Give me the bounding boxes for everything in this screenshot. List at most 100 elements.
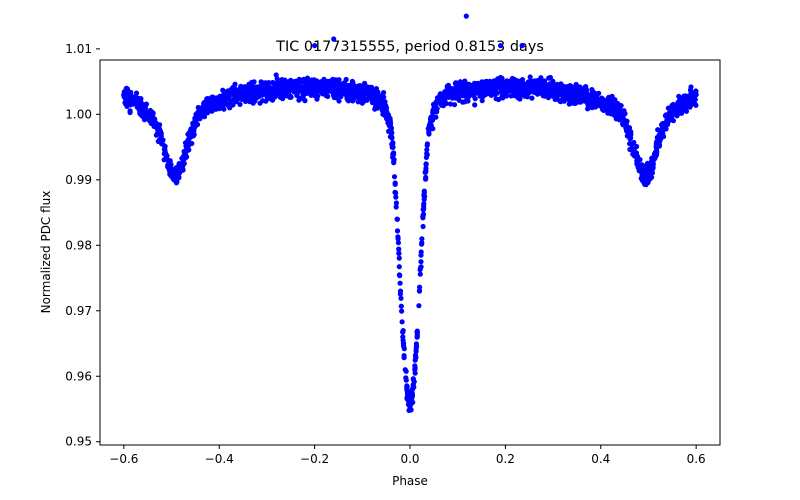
data-point	[133, 90, 140, 96]
data-point	[401, 355, 407, 361]
data-point	[569, 88, 575, 94]
data-point	[157, 122, 163, 128]
data-point	[300, 91, 306, 98]
data-point	[280, 92, 286, 98]
data-point	[225, 103, 231, 109]
data-point	[393, 200, 399, 206]
data-point	[312, 85, 318, 91]
data-point	[499, 79, 505, 85]
data-point	[247, 85, 253, 91]
data-point	[395, 240, 401, 246]
data-point	[647, 176, 653, 182]
x-tick-label: −0.2	[300, 452, 329, 466]
data-point	[253, 93, 259, 99]
data-point	[421, 196, 427, 203]
data-point	[266, 88, 272, 94]
data-point	[153, 132, 159, 138]
x-tick-label: 0.4	[591, 452, 610, 466]
data-point	[336, 80, 342, 86]
data-point	[273, 72, 279, 78]
data-point	[273, 85, 280, 91]
data-point	[325, 93, 331, 99]
x-tick-label: 0.6	[687, 452, 706, 466]
data-point	[288, 77, 294, 83]
data-point	[631, 147, 637, 153]
data-point	[423, 169, 429, 175]
data-point	[518, 92, 524, 98]
data-point	[336, 98, 342, 104]
data-point	[649, 166, 655, 172]
data-point	[514, 88, 520, 94]
data-point	[360, 92, 366, 98]
data-point	[484, 78, 490, 84]
data-point	[424, 141, 430, 147]
data-point	[396, 264, 402, 270]
data-point	[494, 84, 500, 90]
data-point	[416, 288, 423, 294]
data-point	[237, 101, 243, 107]
data-point	[538, 77, 544, 83]
data-point	[655, 137, 661, 144]
data-point	[495, 76, 501, 82]
y-tick-label: 0.97	[65, 304, 92, 318]
data-point	[216, 98, 222, 104]
data-point	[331, 85, 337, 91]
data-point	[235, 92, 241, 98]
data-point	[581, 86, 587, 92]
data-point	[424, 151, 430, 157]
data-point	[572, 100, 578, 106]
data-point	[447, 101, 454, 107]
data-point	[619, 113, 626, 119]
data-point	[300, 87, 306, 93]
data-point	[412, 363, 418, 369]
data-point	[400, 329, 406, 335]
data-point	[472, 102, 478, 108]
data-point	[162, 146, 168, 153]
data-point	[492, 79, 498, 85]
data-point	[397, 273, 403, 279]
data-point	[143, 112, 149, 118]
data-point	[164, 157, 170, 163]
data-point	[655, 127, 661, 133]
data-point	[240, 92, 246, 98]
data-point	[192, 118, 198, 124]
data-point	[566, 97, 572, 103]
y-axis: 0.95 0.96 0.97 0.98 0.99 1.00 1.01	[65, 42, 100, 449]
data-point	[396, 250, 402, 256]
data-point	[388, 124, 394, 130]
data-point	[180, 157, 186, 163]
data-point	[130, 98, 136, 104]
data-point	[373, 86, 379, 92]
data-point	[345, 89, 351, 95]
data-point	[417, 271, 423, 277]
data-point	[423, 154, 429, 160]
data-point	[585, 106, 591, 112]
data-point	[124, 103, 130, 109]
data-point	[165, 161, 172, 167]
data-point	[391, 174, 398, 180]
outlier-point	[331, 36, 337, 42]
data-point	[383, 108, 389, 114]
data-point	[429, 114, 435, 120]
data-point	[369, 84, 375, 90]
data-point	[391, 158, 397, 164]
data-point	[395, 236, 401, 242]
data-point	[423, 162, 429, 168]
data-point	[426, 131, 432, 137]
data-point	[412, 367, 418, 373]
data-point	[617, 108, 623, 114]
data-point	[421, 190, 427, 196]
data-point	[394, 228, 401, 234]
data-point	[573, 81, 579, 88]
x-tick-label: −0.6	[109, 452, 138, 466]
data-point	[294, 90, 301, 96]
x-axis-label: Phase	[392, 474, 428, 488]
data-point	[207, 101, 213, 108]
data-point	[668, 112, 674, 118]
data-point	[664, 115, 671, 121]
data-point	[413, 341, 419, 347]
data-point	[511, 78, 517, 84]
data-point	[673, 110, 679, 116]
data-point	[670, 118, 677, 124]
y-tick-label: 0.96	[65, 369, 92, 383]
